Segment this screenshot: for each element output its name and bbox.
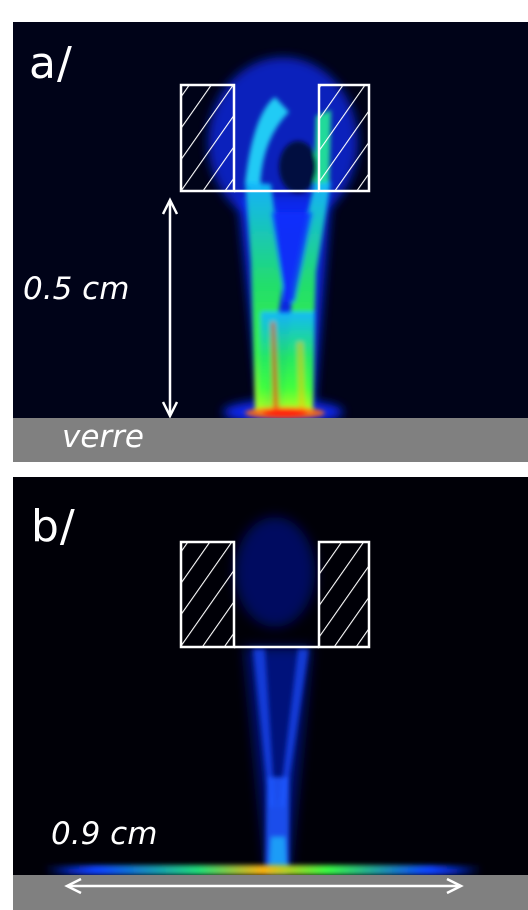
panel-b-label: b/ bbox=[31, 501, 76, 552]
panel-b: b/ 0.9 cm bbox=[13, 477, 528, 910]
panel-b-image bbox=[13, 517, 528, 910]
glass-substrate bbox=[13, 875, 528, 910]
substrate-label: verre bbox=[62, 419, 144, 455]
width-label: 0.9 cm bbox=[51, 816, 158, 852]
plume-core bbox=[253, 649, 309, 872]
panel-a: a/ 0.5 cm verre bbox=[13, 22, 528, 462]
plume-core bbox=[245, 97, 331, 419]
panel-a-image bbox=[13, 57, 528, 462]
nozzle-outline bbox=[179, 83, 371, 193]
height-label: 0.5 cm bbox=[23, 271, 130, 307]
width-arrow bbox=[64, 877, 464, 895]
height-arrow bbox=[161, 197, 179, 419]
panel-a-label: a/ bbox=[29, 38, 73, 89]
surface-spread bbox=[43, 865, 483, 875]
nozzle-outline bbox=[179, 540, 371, 649]
glass-substrate bbox=[13, 418, 528, 462]
